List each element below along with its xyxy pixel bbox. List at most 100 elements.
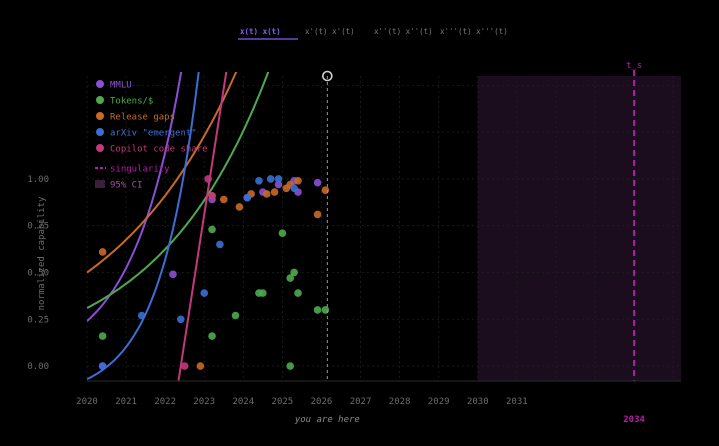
x-tick-label: 2021 [115,397,137,407]
y-tick-label: 0.00 [27,362,49,372]
point-copilot [180,362,189,370]
tab-3[interactable]: x'''(t) x'''(t) [440,27,508,36]
point-arxiv [137,311,146,320]
point-tokens [294,289,302,297]
y-tick-label: 0.50 [27,268,49,278]
singularity-year-label: 2034 [623,415,645,425]
data-points-layer [98,175,330,370]
legend-item-singularity: singularity [95,165,170,175]
x-tick-label: 2024 [232,397,254,407]
fit-curves [87,72,270,381]
tab-0[interactable]: x(t) x(t) [238,27,298,40]
legend-swatch-arxiv [96,128,104,136]
x-tick-label: 2023 [193,397,215,407]
axis-layer: 2020 2021 2022 2023 2024 2025 2026 2027 2028 2029… [27,175,681,425]
legend-item-copilot: Copilot code share [96,144,208,155]
point-copilot [204,175,212,183]
ci-band-layer [477,76,681,381]
point-tokens [208,332,216,340]
point-mmlu [169,270,177,279]
point-tokens [290,268,298,277]
x-tick-label: 2026 [311,397,333,407]
legend-swatch-ci [95,180,105,188]
point-arxiv [255,176,263,185]
singularity-label: t_s [626,61,642,71]
legend-item-arxiv: arXiv "emergent" [96,128,197,139]
point-arxiv [266,175,275,183]
legend-item-mmlu: MMLU [96,80,132,91]
legend-item-tokens: Tokens/$ [96,96,153,107]
legend-label-ci: 95% CI [110,181,143,191]
now-marker [322,70,333,82]
point-tokens [259,289,267,297]
legend-swatch-mmlu [96,80,104,88]
y-axis-label: normalized capability [37,196,47,310]
tab-label-0: x(t) x(t) [240,27,281,36]
x-tick-label: 2027 [350,397,372,407]
legend-swatch-tokens [96,96,104,104]
legend-label-release: Release gaps [110,113,175,123]
derivative-tabs: x(t) x(t) x'(t) x'(t) x''(t) x''(t) x'''(t)… [238,27,508,40]
tab-label-1: x'(t) x'(t) [305,27,355,36]
legend-swatch-release [96,112,104,120]
point-release [294,176,302,185]
grid-layer [86,76,681,381]
x-tick-label: 2025 [272,397,294,407]
point-tokens [278,229,287,237]
fit-curve-mmlu [87,72,183,322]
point-tokens [98,332,107,340]
legend: MMLU Tokens/$ Release gaps arXiv "emergent"… [95,80,208,191]
point-tokens [286,362,295,370]
tab-label-3: x'''(t) x'''(t) [440,27,508,36]
fit-curve-arxiv [87,72,200,381]
point-release [98,248,107,256]
point-release [196,362,205,370]
x-axis-label: you are here [294,415,360,425]
x-tick-label: 2028 [389,397,411,407]
legend-label-arxiv: arXiv "emergent" [110,129,197,139]
point-release [219,195,228,204]
point-release [313,210,322,219]
x-tick-label: 2031 [506,397,528,407]
ci-band [477,76,681,381]
x-tick-label: 2022 [154,397,176,407]
point-tokens [313,306,322,314]
point-release [270,188,279,196]
point-arxiv [274,175,283,183]
tab-2[interactable]: x''(t) x''(t) [374,27,433,36]
legend-swatch-copilot [96,144,104,152]
point-tokens [208,225,216,234]
point-release [235,203,244,211]
fit-curve-copilot [177,72,228,381]
annotation-layer: t_s 2034 [322,61,646,425]
point-tokens [286,274,295,282]
fit-curves-layer [87,72,270,381]
legend-label-singularity: singularity [110,165,170,175]
tab-label-2: x''(t) x''(t) [374,27,433,36]
point-tokens [231,311,240,320]
point-arxiv [98,362,107,370]
legend-label-copilot: Copilot code share [110,145,208,155]
fit-curve-tokens [87,72,270,309]
fit-curve-release [87,72,238,274]
legend-label-mmlu: MMLU [110,81,132,91]
point-arxiv [216,240,224,249]
point-mmlu [313,178,322,187]
legend-item-ci: 95% CI [95,180,143,191]
point-tokens [321,306,330,314]
x-tick-label: 2029 [428,397,450,407]
point-arxiv [290,184,298,193]
point-release [321,186,330,194]
tab-1[interactable]: x'(t) x'(t) [305,27,355,36]
point-arxiv [200,289,209,297]
x-tick-label: 2030 [467,397,489,407]
legend-item-release: Release gaps [96,112,175,123]
point-arxiv [243,193,252,202]
point-arxiv [176,315,185,324]
y-tick-label: 0.75 [27,222,49,232]
y-tick-label: 1.00 [27,175,49,185]
y-tick-label: 0.25 [27,315,49,325]
x-tick-label: 2020 [76,397,98,407]
